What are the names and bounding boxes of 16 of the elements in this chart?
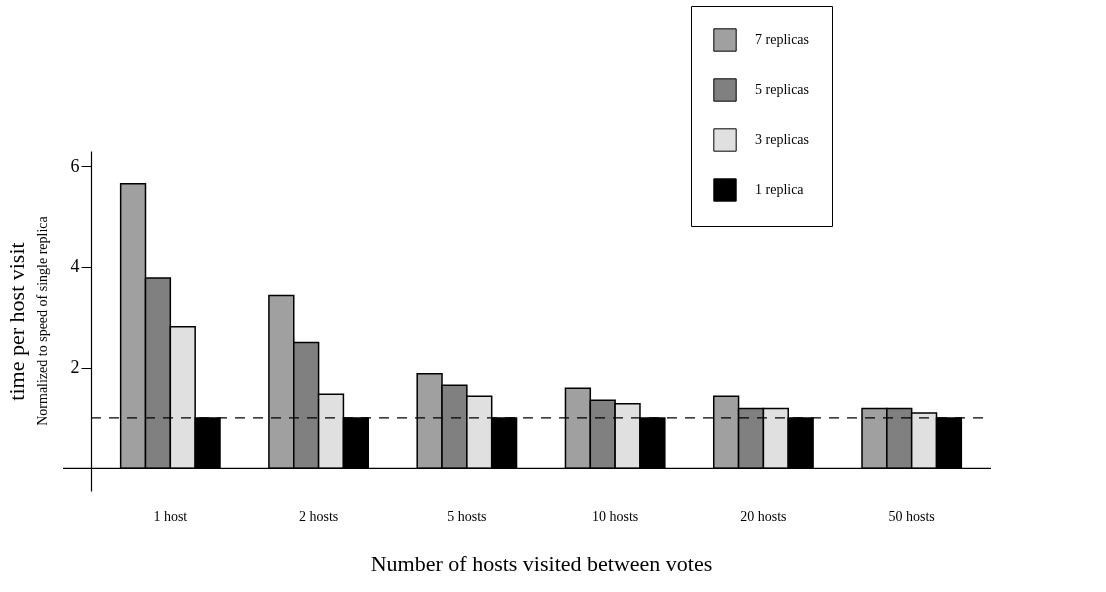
x-tick-label: 20 hosts [740,508,787,524]
x-tick-label: 1 host [153,508,188,524]
text: Normalized to speed of single replica [35,215,50,426]
legend-label: 3 replicas [755,132,810,147]
x-tick-label: 50 hosts [888,508,935,524]
x-axis-title: Number of hosts visited between votes [370,550,713,576]
y-axis-title: time per host visit [3,242,29,401]
legend-label: 7 replicas [755,32,810,47]
legend-label: 1 replica [755,182,805,197]
y-tick-label: 2 [70,357,80,378]
y-tick-label: 4 [70,256,80,277]
legend-label: 5 replicas [755,82,810,97]
x-tick-label: 5 hosts [447,508,487,524]
y-tick-label: 6 [70,155,80,176]
x-tick-label: 10 hosts [591,508,639,524]
x-tick-label: 2 hosts [298,508,339,524]
